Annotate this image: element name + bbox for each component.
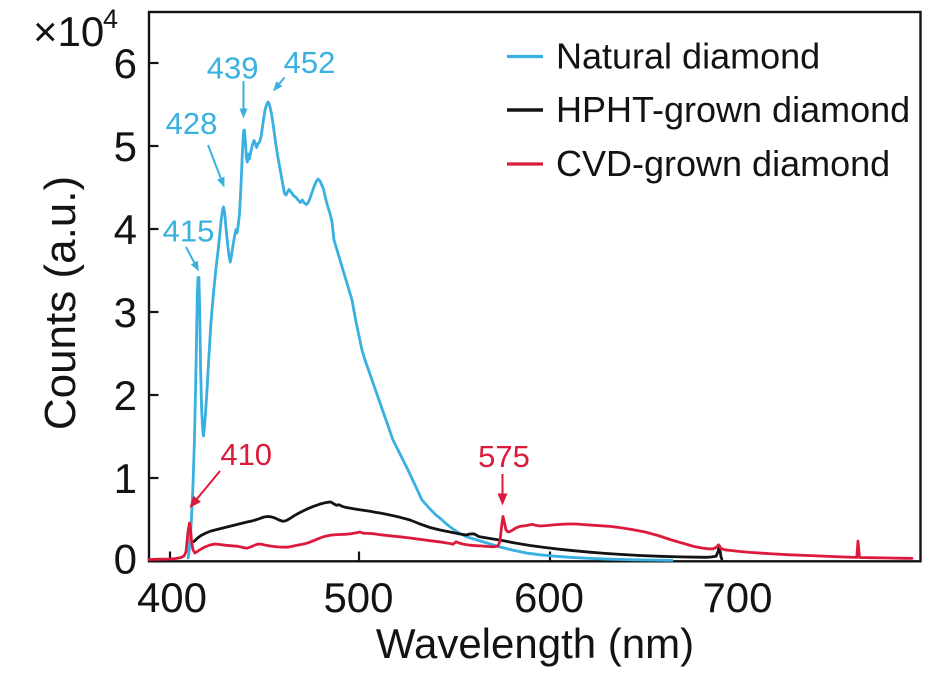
- svg-text:4: 4: [103, 4, 118, 34]
- svg-text:1: 1: [114, 455, 137, 502]
- svg-text:0: 0: [114, 536, 137, 583]
- svg-text:600: 600: [514, 574, 584, 621]
- svg-text:500: 500: [323, 574, 393, 621]
- svg-text:HPHT-grown diamond: HPHT-grown diamond: [556, 89, 910, 130]
- svg-text:575: 575: [478, 439, 530, 474]
- svg-text:×10: ×10: [33, 8, 104, 55]
- svg-text:5: 5: [114, 123, 137, 170]
- svg-text:Wavelength (nm): Wavelength (nm): [376, 620, 694, 667]
- svg-text:6: 6: [114, 40, 137, 87]
- svg-text:CVD-grown diamond: CVD-grown diamond: [556, 143, 890, 184]
- svg-text:410: 410: [220, 437, 272, 472]
- svg-text:Counts (a.u.): Counts (a.u.): [36, 176, 85, 430]
- svg-text:4: 4: [114, 206, 137, 253]
- svg-text:439: 439: [207, 51, 259, 86]
- svg-text:Natural diamond: Natural diamond: [556, 36, 820, 77]
- svg-text:452: 452: [284, 45, 336, 80]
- svg-text:700: 700: [702, 574, 772, 621]
- svg-text:415: 415: [163, 214, 215, 249]
- svg-text:3: 3: [114, 289, 137, 336]
- svg-text:2: 2: [114, 372, 137, 419]
- svg-text:428: 428: [166, 106, 218, 141]
- svg-text:400: 400: [137, 574, 207, 621]
